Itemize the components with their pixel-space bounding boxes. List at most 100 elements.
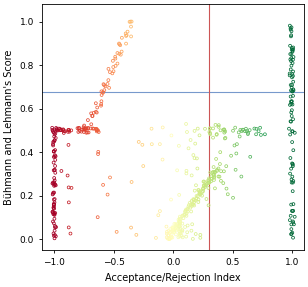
Point bbox=[153, 236, 158, 240]
Point bbox=[191, 202, 196, 206]
Point bbox=[213, 170, 218, 174]
Point bbox=[99, 89, 104, 94]
Point bbox=[183, 209, 188, 213]
Point bbox=[175, 223, 180, 228]
Point bbox=[175, 168, 180, 173]
Point bbox=[206, 181, 211, 186]
Point bbox=[186, 146, 191, 151]
Point bbox=[160, 157, 165, 162]
Point bbox=[114, 230, 119, 234]
Point bbox=[77, 126, 82, 130]
Point bbox=[181, 216, 186, 220]
Point bbox=[194, 196, 199, 201]
Point bbox=[94, 129, 99, 134]
Point bbox=[174, 226, 179, 230]
Point bbox=[187, 201, 192, 205]
Point bbox=[105, 82, 110, 86]
Point bbox=[115, 61, 120, 66]
Point bbox=[211, 126, 216, 131]
Point bbox=[89, 111, 94, 116]
Point bbox=[50, 210, 55, 214]
Point bbox=[290, 108, 294, 113]
Point bbox=[52, 216, 57, 221]
Point bbox=[247, 128, 252, 132]
Point bbox=[166, 233, 171, 238]
Point bbox=[291, 222, 296, 227]
Point bbox=[110, 71, 115, 76]
Point bbox=[176, 218, 181, 222]
Point bbox=[290, 94, 295, 98]
Point bbox=[207, 127, 212, 131]
Point bbox=[164, 231, 169, 236]
Point bbox=[232, 143, 237, 148]
Point bbox=[176, 220, 181, 224]
Point bbox=[212, 175, 217, 180]
Point bbox=[103, 84, 108, 89]
Point bbox=[289, 85, 294, 90]
Point bbox=[185, 207, 190, 211]
Point bbox=[183, 209, 188, 214]
Point bbox=[216, 166, 221, 171]
Point bbox=[170, 228, 175, 233]
Point bbox=[189, 228, 194, 233]
Point bbox=[189, 199, 194, 203]
Point bbox=[189, 198, 194, 203]
Point bbox=[212, 178, 217, 182]
Point bbox=[90, 126, 95, 131]
Point bbox=[107, 70, 112, 74]
Point bbox=[53, 164, 58, 168]
Point bbox=[176, 235, 181, 240]
Point bbox=[169, 232, 174, 236]
Point bbox=[102, 83, 107, 88]
Point bbox=[223, 129, 228, 134]
Point bbox=[51, 149, 56, 154]
Point bbox=[51, 233, 56, 238]
Point bbox=[180, 214, 184, 218]
Point bbox=[289, 25, 294, 30]
Point bbox=[290, 129, 294, 133]
Point bbox=[62, 129, 67, 133]
Point bbox=[177, 216, 182, 221]
Point bbox=[95, 215, 100, 220]
Point bbox=[290, 117, 295, 122]
Point bbox=[77, 129, 82, 133]
Point bbox=[229, 154, 233, 158]
Point bbox=[50, 192, 55, 197]
Point bbox=[189, 209, 194, 214]
Point bbox=[53, 170, 58, 175]
Point bbox=[55, 128, 59, 133]
Point bbox=[95, 105, 100, 110]
Point bbox=[53, 182, 58, 187]
Point bbox=[54, 225, 59, 229]
Point bbox=[86, 126, 91, 130]
Point bbox=[185, 223, 190, 228]
Point bbox=[290, 162, 295, 166]
Point bbox=[290, 161, 294, 166]
Point bbox=[93, 109, 98, 114]
Point bbox=[51, 130, 56, 135]
Point bbox=[217, 162, 222, 166]
Point bbox=[76, 130, 81, 134]
Point bbox=[218, 150, 223, 154]
Point bbox=[290, 102, 295, 107]
Point bbox=[201, 189, 206, 193]
Point bbox=[214, 132, 219, 137]
Point bbox=[290, 72, 295, 76]
Point bbox=[290, 209, 295, 213]
Point bbox=[242, 129, 247, 133]
Point bbox=[222, 128, 227, 132]
Point bbox=[186, 203, 191, 208]
Point bbox=[289, 29, 294, 34]
Point bbox=[224, 186, 229, 191]
Point bbox=[197, 189, 202, 194]
Point bbox=[99, 99, 104, 104]
Point bbox=[167, 236, 172, 241]
Point bbox=[290, 48, 295, 53]
Point bbox=[289, 177, 294, 182]
Point bbox=[167, 237, 172, 241]
Point bbox=[52, 149, 57, 154]
Point bbox=[290, 74, 295, 78]
Point bbox=[212, 170, 217, 175]
Point bbox=[61, 127, 66, 132]
Point bbox=[101, 82, 106, 86]
